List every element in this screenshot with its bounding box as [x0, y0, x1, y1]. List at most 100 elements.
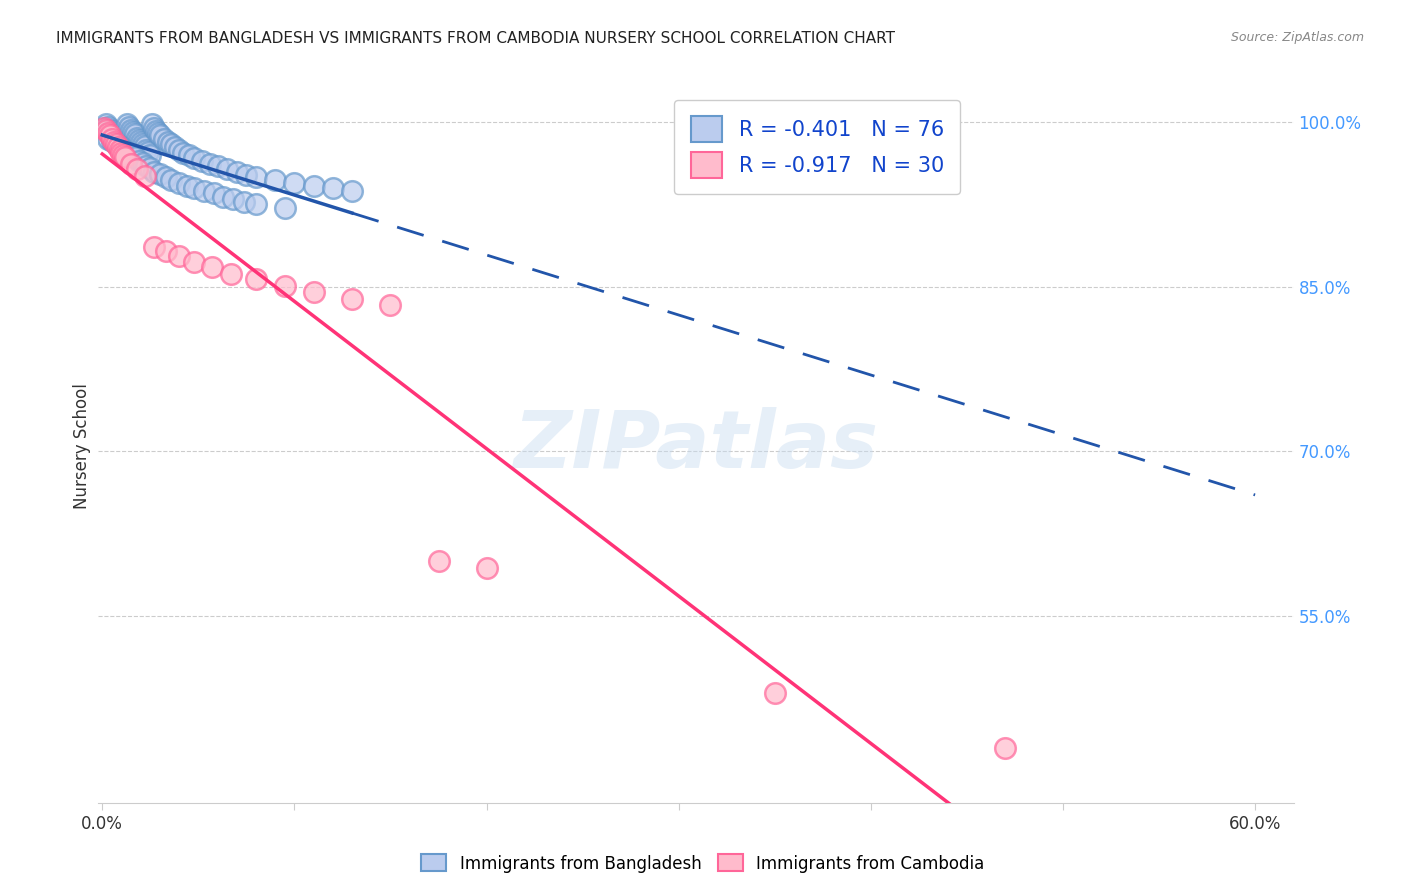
Point [125, 130, 148, 145]
Point [283, 176, 305, 190]
Point [139, 148, 162, 162]
Point [120, 157, 142, 171]
Point [108, 139, 131, 153]
Point [101, 124, 124, 138]
Point [155, 244, 177, 258]
Point [135, 159, 157, 173]
Point [177, 148, 200, 162]
Point [118, 120, 141, 134]
Point [167, 249, 190, 263]
Point [191, 153, 214, 168]
Point [97, 131, 120, 145]
Point [108, 143, 131, 157]
Point [222, 192, 245, 206]
Point [245, 272, 267, 286]
Point [107, 131, 129, 145]
Point [264, 173, 287, 187]
Point [97, 120, 120, 134]
Point [183, 254, 205, 268]
Point [103, 135, 125, 149]
Point [160, 137, 183, 152]
Point [201, 260, 224, 274]
Point [129, 135, 152, 149]
Point [114, 150, 136, 164]
Point [124, 127, 146, 141]
Point [103, 126, 125, 140]
Point [235, 168, 257, 182]
Point [245, 197, 267, 211]
Point [212, 190, 235, 204]
Point [165, 140, 187, 154]
Point [183, 152, 205, 166]
Point [110, 137, 132, 152]
Point [112, 143, 135, 157]
Point [138, 145, 160, 159]
Point [128, 153, 150, 168]
Point [125, 162, 148, 177]
Point [152, 131, 174, 145]
Point [114, 143, 136, 157]
Point [149, 167, 172, 181]
Point [475, 561, 498, 575]
Point [274, 278, 297, 293]
Point [145, 124, 167, 138]
Point [245, 169, 267, 184]
Point [143, 164, 166, 178]
Point [124, 150, 146, 164]
Point [134, 169, 156, 183]
Point [763, 686, 786, 700]
Point [131, 155, 153, 169]
Point [104, 128, 127, 143]
Point [120, 123, 142, 137]
Point [135, 143, 157, 157]
Point [167, 176, 190, 190]
Point [160, 173, 183, 187]
Point [112, 148, 135, 162]
Point [94, 117, 117, 131]
Point [176, 178, 198, 193]
Point [155, 169, 177, 184]
Point [94, 123, 117, 137]
Point [233, 195, 256, 210]
Point [93, 120, 115, 135]
Point [146, 126, 169, 140]
Point [207, 159, 229, 173]
Legend: R = -0.401   N = 76, R = -0.917   N = 30: R = -0.401 N = 76, R = -0.917 N = 30 [673, 100, 960, 194]
Point [225, 164, 247, 178]
Point [198, 157, 221, 171]
Point [139, 161, 162, 176]
Point [98, 128, 121, 143]
Point [93, 120, 115, 135]
Point [107, 140, 129, 154]
Point [143, 240, 166, 254]
Point [112, 139, 135, 153]
Point [340, 184, 363, 198]
Point [134, 139, 156, 153]
Point [219, 267, 242, 281]
Point [302, 285, 325, 300]
Y-axis label: Nursery School: Nursery School [73, 383, 91, 509]
Point [128, 133, 150, 147]
Point [217, 162, 239, 177]
Point [108, 134, 131, 148]
Text: IMMIGRANTS FROM BANGLADESH VS IMMIGRANTS FROM CAMBODIA NURSERY SCHOOL CORRELATIO: IMMIGRANTS FROM BANGLADESH VS IMMIGRANTS… [56, 31, 896, 46]
Point [302, 178, 325, 193]
Point [104, 137, 127, 152]
Point [104, 137, 127, 152]
Point [427, 554, 450, 568]
Text: Source: ZipAtlas.com: Source: ZipAtlas.com [1230, 31, 1364, 45]
Point [122, 125, 145, 139]
Point [120, 148, 142, 162]
Point [322, 181, 344, 195]
Point [110, 145, 132, 160]
Point [340, 292, 363, 306]
Point [156, 135, 179, 149]
Point [141, 117, 163, 131]
Point [97, 126, 120, 140]
Point [115, 117, 138, 131]
Point [143, 120, 166, 135]
Legend: Immigrants from Bangladesh, Immigrants from Cambodia: Immigrants from Bangladesh, Immigrants f… [415, 847, 991, 880]
Point [994, 740, 1017, 755]
Text: ZIPatlas: ZIPatlas [513, 407, 879, 485]
Point [101, 134, 124, 148]
